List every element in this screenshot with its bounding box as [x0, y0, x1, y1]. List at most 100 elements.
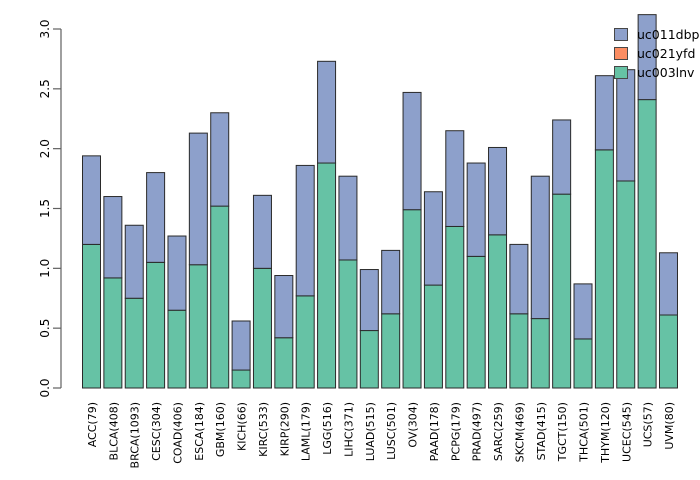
bar-segment-uc011dbp-LUSC(501) [381, 249, 401, 315]
bar-segment-uc011dbp-PAAD(178) [423, 191, 443, 286]
x-axis-label: BRCA(1093) [129, 402, 142, 468]
bar-segment-uc011dbp-CESC(304) [146, 172, 166, 263]
legend-row: uc011dbp [614, 25, 699, 44]
x-axis-label: OV(304) [407, 402, 420, 448]
legend-swatch-uc003lnv-icon [614, 66, 628, 79]
x-axis-label: ACC(79) [86, 402, 99, 447]
bar-segment-uc011dbp-STAD(415) [530, 175, 550, 320]
bar-segment-uc003lnv-LUSC(501) [381, 313, 401, 389]
x-axis-label: UVM(80) [663, 402, 676, 450]
bar-segment-uc003lnv-GBM(160) [210, 205, 230, 389]
bar-segment-uc003lnv-THCA(501) [573, 338, 593, 389]
y-axis-tick-label: 1.5 [38, 199, 52, 218]
bar-segment-uc011dbp-UCEC(545) [616, 69, 636, 182]
bar-segment-uc011dbp-KIRP(290) [274, 275, 294, 339]
bar-segment-uc011dbp-LAML(179) [295, 164, 315, 297]
legend-swatch-uc021yfd-icon [614, 47, 628, 60]
x-axis-label: LUSC(501) [385, 402, 398, 460]
bar-segment-uc011dbp-THYM(120) [594, 75, 614, 151]
bar-segment-uc003lnv-LIHC(371) [338, 259, 358, 389]
bar-segment-uc003lnv-OV(304) [402, 209, 422, 389]
bar-segment-uc003lnv-COAD(406) [167, 309, 187, 389]
bar-segment-uc011dbp-COAD(406) [167, 235, 187, 311]
y-axis-tick-label: 3.0 [38, 19, 52, 38]
x-axis-label: KICH(66) [236, 402, 249, 451]
bar-segment-uc003lnv-LGG(516) [317, 162, 337, 389]
bar-segment-uc011dbp-PCPG(179) [445, 130, 465, 227]
legend-label: uc011dbp [637, 26, 700, 42]
legend-label: uc003lnv [637, 64, 695, 80]
bar-segment-uc011dbp-ACC(79) [82, 155, 101, 245]
x-axis-label: ESCA(184) [193, 402, 206, 461]
bar-segment-uc003lnv-PAAD(178) [423, 284, 443, 389]
bar-segment-uc003lnv-UCS(57) [637, 99, 657, 389]
bar-segment-uc003lnv-KICH(66) [231, 369, 251, 389]
bar-segment-uc011dbp-SKCM(469) [509, 243, 529, 315]
bar-segment-uc011dbp-UCS(57) [637, 14, 657, 101]
x-axis-label: PRAD(497) [471, 402, 484, 461]
x-axis-label: PCPG(179) [449, 402, 462, 461]
x-axis-label: COAD(406) [171, 402, 184, 464]
bar-segment-uc011dbp-BRCA(1093) [124, 224, 144, 299]
x-axis-label: THCA(501) [578, 402, 591, 463]
bar-segment-uc003lnv-CESC(304) [146, 261, 166, 389]
bar-segment-uc003lnv-ACC(79) [82, 243, 101, 389]
bar-segment-uc003lnv-KIRP(290) [274, 337, 294, 389]
x-axis-label: UCS(57) [642, 402, 655, 447]
bar-segment-uc003lnv-KIRC(533) [252, 267, 272, 389]
bar-segment-uc011dbp-UVM(80) [658, 252, 678, 316]
legend-row: uc003lnv [614, 63, 699, 82]
x-axis-label: KIRP(290) [278, 402, 291, 456]
bar-segment-uc011dbp-LUAD(515) [359, 269, 379, 332]
legend-row: uc021yfd [614, 44, 699, 63]
y-axis-tick-label: 0.0 [38, 378, 52, 397]
bar-segment-uc011dbp-LIHC(371) [338, 175, 358, 261]
bar-segment-uc011dbp-THCA(501) [573, 283, 593, 340]
bar-segment-uc011dbp-SARC(259) [488, 146, 508, 236]
x-axis-label: LGG(516) [321, 402, 334, 455]
legend-label: uc021yfd [637, 45, 696, 61]
x-axis-label: STAD(415) [535, 402, 548, 460]
bar-segment-uc003lnv-UCEC(545) [616, 180, 636, 389]
x-axis-label: CESC(304) [150, 402, 163, 461]
y-axis-tick-label: 2.0 [38, 139, 52, 158]
bar-segment-uc003lnv-ESCA(184) [188, 264, 208, 389]
x-axis-label: LIHC(371) [342, 402, 355, 457]
bar-segment-uc003lnv-LUAD(515) [359, 330, 379, 389]
x-axis-label: UCEC(545) [620, 402, 633, 462]
bar-segment-uc003lnv-BLCA(408) [103, 277, 123, 389]
x-axis-label: PAAD(178) [428, 402, 441, 461]
y-axis-tick-label: 0.5 [38, 319, 52, 338]
y-axis-tick-label: 2.5 [38, 79, 52, 98]
legend: uc011dbp uc021yfd uc003lnv [614, 25, 699, 82]
x-axis-label: THYM(120) [599, 402, 612, 464]
bar-segment-uc003lnv-THYM(120) [594, 149, 614, 389]
x-axis-label: GBM(160) [214, 402, 227, 457]
bar-segment-uc003lnv-PRAD(497) [466, 255, 486, 389]
x-axis-label: LAML(179) [300, 402, 313, 461]
bar-segment-uc003lnv-LAML(179) [295, 295, 315, 389]
bar-segment-uc011dbp-TGCT(150) [552, 119, 572, 195]
legend-swatch-uc011dbp-icon [614, 28, 628, 41]
bar-segment-uc011dbp-KIRC(533) [252, 194, 272, 269]
x-axis-label: SKCM(469) [513, 402, 526, 462]
bar-segment-uc011dbp-KICH(66) [231, 320, 251, 371]
bar-segment-uc003lnv-BRCA(1093) [124, 297, 144, 389]
bar-segment-uc011dbp-GBM(160) [210, 112, 230, 207]
bar-segment-uc003lnv-PCPG(179) [445, 225, 465, 389]
bar-segment-uc003lnv-SARC(259) [488, 234, 508, 389]
x-axis-label: SARC(259) [492, 402, 505, 461]
y-axis-tick-label: 1.0 [38, 259, 52, 278]
bar-segment-uc003lnv-UVM(80) [658, 314, 678, 389]
bar-segment-uc003lnv-TGCT(150) [552, 193, 572, 389]
x-axis-label: TGCT(150) [556, 402, 569, 462]
x-axis-label: KIRC(533) [257, 402, 270, 457]
bar-segment-uc011dbp-LGG(516) [317, 60, 337, 164]
bar-segment-uc011dbp-ESCA(184) [188, 132, 208, 266]
x-axis-label: LUAD(515) [364, 402, 377, 461]
x-axis-label: BLCA(408) [107, 402, 120, 460]
bar-segment-uc003lnv-STAD(415) [530, 318, 550, 389]
bar-segment-uc011dbp-BLCA(408) [103, 196, 123, 279]
